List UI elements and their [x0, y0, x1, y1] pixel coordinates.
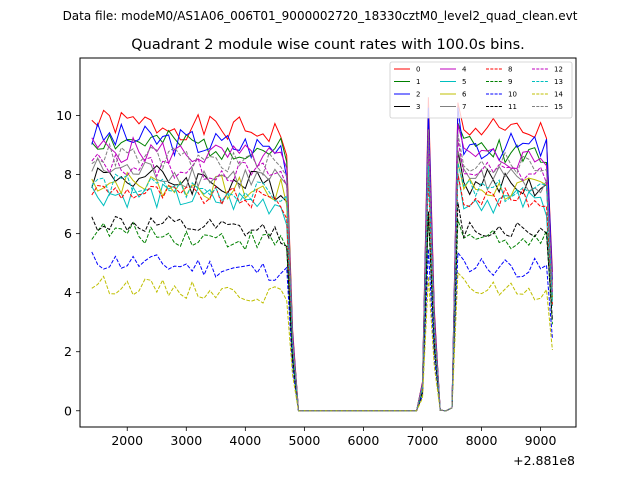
series-line-9 — [91, 213, 553, 412]
x-tick-label: 8000 — [466, 433, 498, 448]
legend-label-1: 1 — [416, 78, 420, 86]
legend-label-6: 6 — [462, 91, 467, 99]
legend-label-8: 8 — [508, 66, 512, 74]
series-line-2 — [91, 107, 553, 412]
y-tick-label: 8 — [64, 167, 72, 182]
x-tick-label: 3000 — [170, 433, 202, 448]
legend-label-0: 0 — [416, 66, 420, 74]
legend-box — [389, 61, 573, 119]
legend-label-10: 10 — [508, 91, 517, 99]
series-line-5 — [91, 168, 553, 412]
x-tick-label: 2000 — [111, 433, 143, 448]
x-tick-label: 6000 — [348, 433, 380, 448]
y-tick-label: 4 — [64, 285, 72, 300]
figure-suptitle: Data file: modeM0/AS1A06_006T01_90000027… — [63, 9, 578, 23]
axes-frame — [79, 57, 577, 428]
y-tick-label: 0 — [64, 403, 72, 418]
legend-label-13: 13 — [554, 78, 563, 86]
legend-label-11: 11 — [508, 103, 517, 111]
series-line-14 — [91, 271, 553, 412]
series-line-11 — [91, 202, 553, 412]
legend-label-5: 5 — [462, 78, 466, 86]
legend-label-15: 15 — [554, 103, 563, 111]
x-offset-label: +2.881e8 — [513, 453, 575, 468]
y-axis: 0 2 4 6 8 10 — [56, 108, 80, 418]
series-line-10 — [91, 248, 553, 412]
chart-title: Quadrant 2 module wise count rates with … — [131, 37, 525, 53]
legend-label-14: 14 — [554, 91, 563, 99]
legend-label-3: 3 — [416, 103, 420, 111]
x-tick-label: 5000 — [288, 433, 320, 448]
legend-label-12: 12 — [554, 66, 563, 74]
series-line-6 — [91, 159, 553, 412]
legend-label-2: 2 — [416, 91, 420, 99]
x-tick-label: 4000 — [229, 433, 261, 448]
series-line-13 — [91, 162, 553, 412]
y-tick-label: 10 — [56, 108, 72, 123]
series-layer — [91, 97, 553, 412]
series-line-15 — [91, 129, 553, 412]
y-tick-label: 6 — [64, 226, 72, 241]
x-tick-label: 7000 — [407, 433, 439, 448]
legend-label-4: 4 — [462, 66, 467, 74]
legend-label-7: 7 — [462, 103, 466, 111]
legend-label-9: 9 — [508, 78, 512, 86]
plot-area: 2000 3000 4000 5000 6000 7000 8000 9000 0246810… — [56, 57, 577, 468]
x-tick-label: 9000 — [525, 433, 557, 448]
y-tick-label: 2 — [64, 344, 72, 359]
x-axis: 2000 3000 4000 5000 6000 7000 8000 9000 — [111, 427, 557, 448]
